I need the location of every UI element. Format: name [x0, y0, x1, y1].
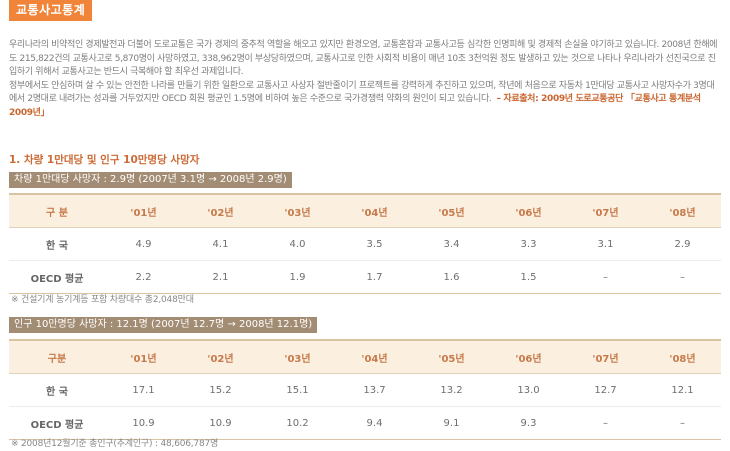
row-header: OECD 평균	[9, 406, 105, 440]
table-cell: 12.1	[644, 373, 721, 407]
table-cell: 4.1	[182, 227, 259, 261]
source-citation: – 자료출처: 2009년 도로교통공단 「교통사고 통계분석 2009년」	[9, 94, 701, 118]
column-header: '04년	[336, 193, 413, 228]
table2-note: ※ 2008년12월기준 총인구(추계인구) : 48,606,787명	[11, 439, 219, 449]
table-cell: 15.1	[259, 373, 336, 407]
table-cell: 3.5	[336, 227, 413, 261]
table-cell: 9.1	[413, 406, 490, 440]
intro-text: 우리나라의 비약적인 경제발전과 더불어 도로교통은 국가 경제의 중추적 역할…	[9, 39, 721, 120]
row-header: OECD 평균	[9, 260, 105, 294]
column-header: '07년	[567, 193, 644, 228]
page-title: 교통사고통계	[9, 0, 93, 21]
table-cell: 1.9	[259, 260, 336, 294]
column-header: '06년	[490, 339, 567, 374]
intro-paragraph-2-text: 정부에서도 안심하며 살 수 있는 안전한 나라를 만들기 위한 일환으로 교통…	[9, 80, 715, 105]
table-cell: 17.1	[105, 373, 182, 407]
table-cell: 9.3	[490, 406, 567, 440]
table-header-row: 구분 '01년 '02년 '03년 '04년 '05년 '06년 '07년 '0…	[9, 339, 721, 374]
column-header: '01년	[105, 193, 182, 228]
column-header: '05년	[413, 339, 490, 374]
table-cell: 3.4	[413, 227, 490, 261]
table-cell: 15.2	[182, 373, 259, 407]
table-cell: –	[644, 260, 721, 294]
table-cell: 10.2	[259, 406, 336, 440]
table-cell: 2.2	[105, 260, 182, 294]
column-header: '07년	[567, 339, 644, 374]
table-cell: 2.9	[644, 227, 721, 261]
row-header: 한 국	[9, 373, 105, 407]
row-header: 한 국	[9, 227, 105, 261]
column-header: '03년	[259, 193, 336, 228]
table-cell: –	[567, 406, 644, 440]
table-cell: 2.1	[182, 260, 259, 294]
vehicle-fatality-table: 구 분 '01년 '02년 '03년 '04년 '05년 '06년 '07년 '…	[9, 193, 721, 294]
table-cell: 12.7	[567, 373, 644, 407]
table2-label: 인구 10만명당 사망자 : 12.1명 (2007년 12.7명 → 2008…	[9, 317, 318, 333]
table-cell: 1.6	[413, 260, 490, 294]
column-header: '08년	[644, 339, 721, 374]
table1-note: ※ 건설기계 농기계등 포함 차량대수 총2,048만대	[11, 295, 194, 305]
intro-paragraph-2: 정부에서도 안심하며 살 수 있는 안전한 나라를 만들기 위한 일환으로 교통…	[9, 80, 721, 121]
column-header: '03년	[259, 339, 336, 374]
table-cell: 13.0	[490, 373, 567, 407]
table-row: 한 국 4.9 4.1 4.0 3.5 3.4 3.3 3.1 2.9	[9, 227, 721, 261]
section-heading: 1. 차량 1만대당 및 인구 10만명당 사망자	[9, 154, 200, 166]
column-header: '08년	[644, 193, 721, 228]
table-cell: 13.7	[336, 373, 413, 407]
table-cell: 4.0	[259, 227, 336, 261]
table-cell: 3.1	[567, 227, 644, 261]
table-cell: 10.9	[182, 406, 259, 440]
table-cell: 10.9	[105, 406, 182, 440]
column-header: 구분	[9, 339, 105, 374]
table-cell: 1.5	[490, 260, 567, 294]
table-row: 한 국 17.1 15.2 15.1 13.7 13.2 13.0 12.7 1…	[9, 373, 721, 407]
table-row: OECD 평균 2.2 2.1 1.9 1.7 1.6 1.5 – –	[9, 260, 721, 294]
column-header: '06년	[490, 193, 567, 228]
table1-label: 차량 1만대당 사망자 : 2.9명 (2007년 3.1명 → 2008년 2…	[9, 172, 292, 188]
table-cell: 3.3	[490, 227, 567, 261]
table-cell: 13.2	[413, 373, 490, 407]
table-cell: –	[567, 260, 644, 294]
table-row: OECD 평균 10.9 10.9 10.2 9.4 9.1 9.3 – –	[9, 406, 721, 440]
table-cell: 9.4	[336, 406, 413, 440]
column-header: '02년	[182, 339, 259, 374]
table-header-row: 구 분 '01년 '02년 '03년 '04년 '05년 '06년 '07년 '…	[9, 193, 721, 228]
intro-paragraph-1: 우리나라의 비약적인 경제발전과 더불어 도로교통은 국가 경제의 중추적 역할…	[9, 40, 718, 77]
column-header: '04년	[336, 339, 413, 374]
table-cell: 4.9	[105, 227, 182, 261]
column-header: '02년	[182, 193, 259, 228]
column-header: '01년	[105, 339, 182, 374]
column-header: '05년	[413, 193, 490, 228]
table-cell: –	[644, 406, 721, 440]
table-cell: 1.7	[336, 260, 413, 294]
population-fatality-table: 구분 '01년 '02년 '03년 '04년 '05년 '06년 '07년 '0…	[9, 339, 721, 440]
column-header: 구 분	[9, 193, 105, 228]
